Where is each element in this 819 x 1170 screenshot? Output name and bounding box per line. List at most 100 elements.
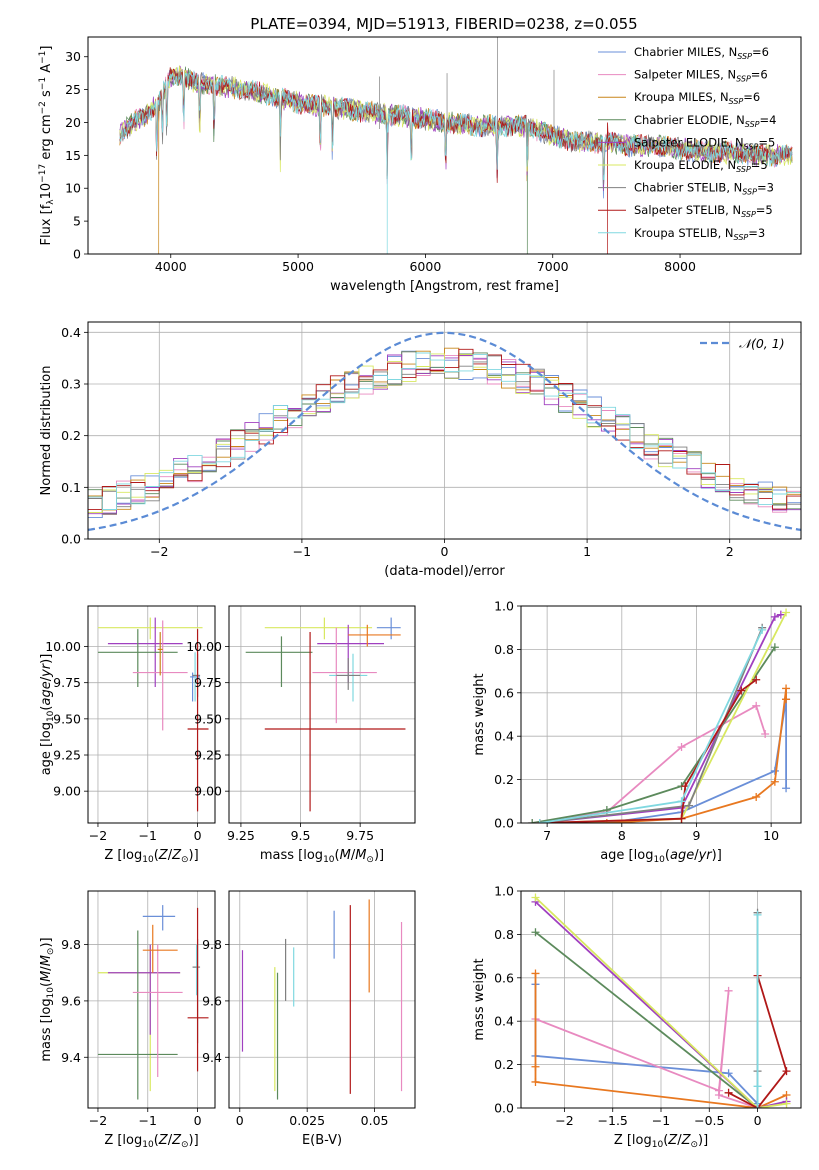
mass_vs_Z-plot-area bbox=[97, 905, 209, 1100]
age_vs_Z-ytick-label: 9.00 bbox=[53, 784, 81, 799]
legend-entry: Salpeter ELODIE, NSSP=5 bbox=[634, 135, 775, 151]
weight-point-marker bbox=[677, 797, 686, 806]
age_vs_Z-frame bbox=[87, 605, 216, 824]
weight_vs_age-ytick-label: 0.6 bbox=[494, 685, 514, 700]
weight-series-line bbox=[532, 646, 776, 823]
weight-point-marker bbox=[770, 643, 779, 652]
residuals-ylabel: Normed distribution bbox=[39, 366, 54, 496]
weight-point-marker bbox=[782, 1099, 791, 1108]
normal-curve bbox=[88, 331, 801, 531]
weight-point-marker bbox=[531, 928, 540, 937]
mass_vs_EBV-ytick-label: 9.6 bbox=[202, 993, 222, 1008]
spectrum-ytick-label: 10 bbox=[65, 181, 81, 196]
age_vs_Z-ytick-label: 10.00 bbox=[45, 639, 81, 654]
weight_vs_Z-ytick-label: 0.0 bbox=[494, 1101, 514, 1116]
weight_vs_Z-ytick-label: 0.6 bbox=[494, 970, 514, 985]
mass_vs_EBV-axes: 0 0.025 0.05 9.4 9.6 9.8 E(B-V) bbox=[202, 890, 416, 1148]
age_vs_Z-ytick-label: 9.25 bbox=[53, 748, 81, 763]
weight-point-marker bbox=[752, 792, 761, 801]
age_vs_Z-ytick-label: 9.50 bbox=[53, 711, 81, 726]
age_vs_Z-xtick-label: −2 bbox=[89, 828, 107, 843]
age_vs_mass-ytick-label: 9.75 bbox=[194, 675, 222, 690]
mass_vs_Z-axes: −2 −1 0 9.4 9.6 9.8 Z [log10(Z/Z⊙)] mass [log10… bbox=[39, 890, 216, 1150]
weight-point-marker bbox=[752, 701, 761, 710]
weight-point-marker bbox=[782, 608, 791, 617]
weight-point-marker bbox=[776, 610, 785, 619]
age_vs_mass-xtick-label: 9.25 bbox=[227, 828, 255, 843]
weight_vs_Z-xtick-label: −1.5 bbox=[598, 1113, 628, 1128]
weight_vs_age-ytick-label: 0.2 bbox=[494, 772, 514, 787]
age_vs_mass-xtick-label: 9.75 bbox=[346, 828, 374, 843]
mass_vs_Z-xtick-label: 0 bbox=[194, 1113, 202, 1128]
spectrum-xtick-label: 4000 bbox=[155, 259, 187, 274]
weight-point-marker bbox=[782, 784, 791, 793]
residuals-axes: −2 −1 0 1 2 0.0 0.1 0.2 0.3 0.4 𝒩(0, 1) (data-model… bbox=[39, 321, 802, 579]
legend-entry: Kroupa MILES, NSSP=6 bbox=[634, 90, 760, 106]
residuals-frame bbox=[87, 321, 802, 540]
age_vs_mass-axes: 9.25 9.5 9.75 9.00 9.25 9.50 9.75 10.00 mass [lo… bbox=[186, 605, 416, 865]
weight_vs_Z-xtick-label: −0.5 bbox=[694, 1113, 724, 1128]
residuals-xtick-label: −1 bbox=[293, 544, 311, 559]
weight_vs_age-frame bbox=[520, 605, 802, 824]
age_vs_Z-ytick-label: 9.75 bbox=[53, 675, 81, 690]
mass_vs_Z-ytick-label: 9.4 bbox=[61, 1050, 81, 1065]
weight_vs_age-ytick-label: 0.0 bbox=[494, 816, 514, 831]
spectrum-xtick-label: 7000 bbox=[537, 259, 569, 274]
legend-entry: Kroupa ELODIE, NSSP=5 bbox=[634, 158, 768, 174]
residual-histogram bbox=[88, 352, 801, 510]
weight-point-marker bbox=[531, 893, 540, 902]
weight-series-line bbox=[535, 990, 758, 1108]
weight_vs_age-xtick-label: 9 bbox=[692, 828, 700, 843]
mass_vs_Z-frame bbox=[87, 890, 216, 1109]
age_vs_mass-ytick-label: 9.50 bbox=[194, 711, 222, 726]
weight_vs_Z-ytick-label: 0.2 bbox=[494, 1057, 514, 1072]
residuals-xlabel: (data-model)/error bbox=[384, 564, 505, 579]
weight_vs_Z-ytick-label: 0.8 bbox=[494, 927, 514, 942]
weight_vs_age-ytick-label: 1.0 bbox=[494, 599, 514, 614]
spectrum-series-line bbox=[119, 70, 793, 254]
age_vs_mass-plot-area bbox=[245, 617, 406, 812]
legend-entry: Salpeter STELIB, NSSP=5 bbox=[634, 203, 773, 219]
weight_vs_Z-frame bbox=[520, 890, 802, 1109]
weight-series-line bbox=[728, 975, 788, 1108]
residuals-xtick-label: 1 bbox=[583, 544, 591, 559]
weight_vs_age-ytick-label: 0.8 bbox=[494, 642, 514, 657]
weight_vs_age-xtick-label: 7 bbox=[543, 828, 551, 843]
mass_vs_Z-ytick-label: 9.6 bbox=[61, 993, 81, 1008]
spectrum-ytick-label: 20 bbox=[65, 115, 81, 130]
weight-series-line bbox=[539, 699, 787, 823]
spectrum-ytick-label: 15 bbox=[65, 148, 81, 163]
weight_vs_Z-ytick-label: 1.0 bbox=[494, 884, 514, 899]
weight-series-line bbox=[534, 896, 787, 1108]
weight-point-marker bbox=[782, 684, 791, 693]
mass_vs_Z-ytick-label: 9.8 bbox=[61, 937, 81, 952]
weight-point-marker bbox=[758, 625, 767, 634]
weight-point-marker bbox=[782, 695, 791, 704]
age_vs_mass-ytick-label: 9.00 bbox=[194, 784, 222, 799]
legend-entry: 𝒩(0, 1) bbox=[739, 336, 785, 351]
age_vs_Z-axes: −2 −1 0 9.00 9.25 9.50 9.75 10.00 Z [log10(Z/Z⊙)… bbox=[39, 605, 216, 865]
weight_vs_Z-plot-area bbox=[531, 893, 791, 1108]
residual-histogram bbox=[88, 355, 801, 508]
residuals-xtick-label: 0 bbox=[441, 544, 449, 559]
mass_vs_Z-ylabel: mass [log10(M/M⊙)] bbox=[39, 937, 56, 1061]
weight_vs_Z-ylabel: mass weight bbox=[472, 958, 487, 1040]
weight-point-marker bbox=[531, 1062, 540, 1071]
weight-point-marker bbox=[677, 743, 686, 752]
spectrum-legend: Chabrier MILES, NSSP=6 Salpeter MILES, NS… bbox=[598, 45, 776, 242]
spectrum-xlabel: wavelength [Angstrom, rest frame] bbox=[330, 279, 559, 294]
spectrum-plot-area bbox=[119, 37, 793, 254]
mass_vs_EBV-plot-area bbox=[241, 899, 403, 1100]
age_vs_mass-frame bbox=[228, 605, 416, 824]
weight-point-marker bbox=[724, 986, 733, 995]
legend-entry: Chabrier STELIB, NSSP=3 bbox=[634, 181, 774, 197]
weight_vs_Z-axes: −2 −1.5 −1 −0.5 0 0.0 0.2 0.4 0.6 0.8 1.0 Z [log10(… bbox=[472, 884, 802, 1150]
spectrum-axes: 4000 5000 6000 7000 8000 0 5 10 15 20 25 30 Chabrier… bbox=[38, 36, 802, 294]
weight-point-marker bbox=[685, 801, 693, 810]
weight_vs_Z-ytick-label: 0.4 bbox=[494, 1014, 514, 1029]
weight_vs_age-xtick-label: 10 bbox=[763, 828, 779, 843]
weight-point-marker bbox=[761, 730, 770, 739]
weight-point-marker bbox=[782, 1067, 791, 1076]
age_vs_mass-ytick-label: 10.00 bbox=[186, 639, 222, 654]
